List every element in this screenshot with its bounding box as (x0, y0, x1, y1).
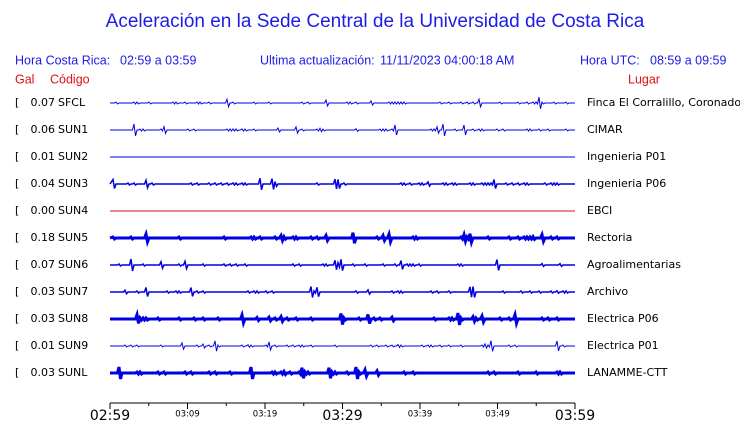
station-code: SUN5 (58, 231, 88, 244)
bracket: [ (15, 177, 19, 190)
gal-value: 0.03 (31, 366, 56, 379)
station-place: Finca El Corralillo, Coronado (587, 96, 740, 109)
bracket: [ (15, 123, 19, 136)
station-code: SUN9 (58, 339, 88, 352)
time-major-label: 03:29 (322, 408, 362, 423)
page-title: Aceleración en la Sede Central de la Uni… (106, 11, 645, 32)
gal-value: 0.03 (31, 285, 56, 298)
waveform (110, 365, 575, 381)
time-minor-label: 03:49 (485, 410, 510, 420)
gal-value: 0.01 (31, 150, 56, 163)
station-place: Archivo (587, 285, 628, 298)
waveform (110, 340, 575, 352)
bracket: [ (15, 231, 19, 244)
waveform (109, 228, 575, 249)
station-code: SUNL (58, 366, 88, 379)
station-place: Ingenieria P01 (587, 150, 666, 163)
bracket: [ (15, 150, 19, 163)
update-label: Ultima actualización: (260, 53, 375, 67)
bracket: [ (15, 339, 19, 352)
waveform (110, 258, 575, 272)
waveform (110, 97, 575, 109)
waveform (110, 123, 575, 137)
waveform (109, 177, 575, 191)
station-code: SUN3 (58, 177, 88, 190)
station-place: Rectoria (587, 231, 632, 244)
gal-value: 0.06 (31, 123, 56, 136)
time-minor-label: 03:09 (175, 410, 200, 420)
gal-value: 0.07 (31, 96, 56, 109)
station-place: Ingenieria P06 (587, 177, 666, 190)
local-range: 02:59 a 03:59 (120, 53, 197, 67)
time-major-label: 03:59 (555, 408, 595, 423)
station-code: SUN1 (58, 123, 88, 136)
update-value: 11/11/2023 04:00:18 AM (380, 53, 514, 67)
utc-label: Hora UTC: (580, 53, 640, 67)
time-minor-label: 03:19 (253, 410, 278, 420)
station-code: SUN2 (58, 150, 88, 163)
bracket: [ (15, 258, 19, 271)
station-code: SUN8 (58, 312, 88, 325)
station-code: SUN7 (58, 285, 88, 298)
station-place: Electrica P06 (587, 312, 659, 325)
gal-value: 0.03 (31, 312, 56, 325)
station-code: SUN6 (58, 258, 88, 271)
station-place: CIMAR (587, 123, 623, 136)
gal-value: 0.07 (31, 258, 56, 271)
utc-range: 08:59 a 09:59 (650, 53, 727, 67)
gal-value: 0.01 (31, 339, 56, 352)
gal-value: 0.04 (31, 177, 56, 190)
station-place: Agroalimentarias (587, 258, 681, 271)
waveform (110, 286, 575, 298)
bracket: [ (15, 366, 19, 379)
waveform (110, 308, 575, 330)
bracket: [ (15, 96, 19, 109)
time-major-label: 02:59 (90, 408, 130, 423)
col-gal: Gal (15, 72, 34, 86)
col-place: Lugar (628, 72, 660, 86)
local-label: Hora Costa Rica: (15, 53, 110, 67)
gal-value: 0.00 (31, 204, 56, 217)
time-minor-label: 03:39 (408, 410, 433, 420)
col-code: Código (50, 72, 90, 86)
station-place: EBCI (587, 204, 612, 217)
station-code: SFCL (58, 96, 86, 109)
station-place: Electrica P01 (587, 339, 659, 352)
gal-value: 0.18 (31, 231, 56, 244)
bracket: [ (15, 312, 19, 325)
bracket: [ (15, 204, 19, 217)
station-code: SUN4 (58, 204, 88, 217)
station-place: LANAMME-CTT (587, 366, 668, 379)
bracket: [ (15, 285, 19, 298)
